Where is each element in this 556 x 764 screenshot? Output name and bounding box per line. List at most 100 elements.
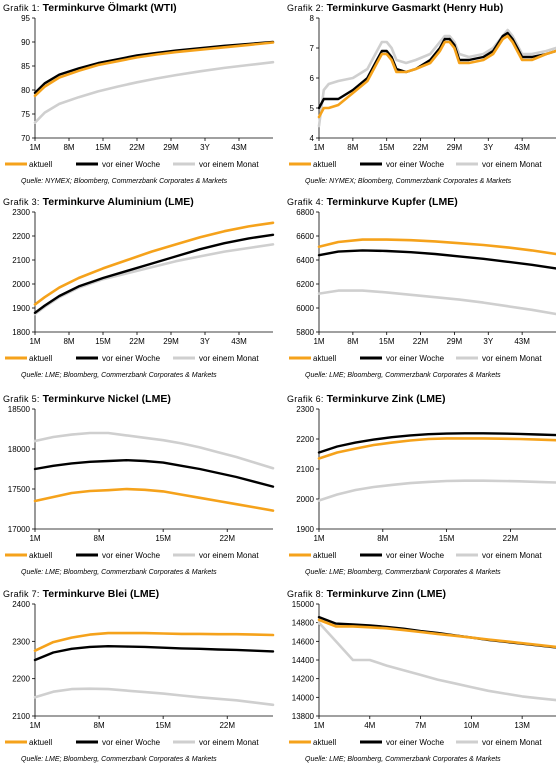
- x-tick-label: 22M: [129, 337, 145, 346]
- x-tick-label: 1M: [29, 337, 40, 346]
- x-tick-label: 43M: [514, 143, 530, 152]
- x-tick-label: 29M: [163, 337, 179, 346]
- x-tick-label: 1M: [313, 721, 324, 730]
- x-tick-label: 29M: [447, 143, 463, 152]
- y-tick-label: 6000: [296, 304, 314, 313]
- chart-svg: 17000 17500 18000 18500 1M 8M 15M 22M aktuell vor…: [5, 405, 275, 560]
- chart-source: Quelle: LME; Bloomberg, Commerzbank Corp…: [21, 372, 217, 379]
- chart-title-name: Terminkurve Zinn (LME): [326, 588, 447, 600]
- legend-label: aktuell: [29, 160, 52, 169]
- chart-svg: 70 75 80 85 90 95 1M 8M 15M 22M 29M 3Y 43M aktuell vor…: [5, 14, 275, 169]
- x-tick-label: 22M: [219, 534, 235, 543]
- chart-title-name: Terminkurve Ölmarkt (WTI): [42, 2, 177, 14]
- chart-title: Grafik 5: Terminkurve Nickel (LME): [3, 393, 171, 405]
- legend-label: vor einem Monat: [199, 354, 259, 363]
- legend-label: aktuell: [313, 551, 336, 560]
- legend-label: vor einer Woche: [102, 354, 161, 363]
- legend-label: vor einer Woche: [386, 738, 445, 747]
- y-tick-label: 1900: [296, 525, 314, 534]
- series-line-vor-einer-woche: [317, 31, 556, 110]
- x-tick-label: 22M: [503, 534, 519, 543]
- y-tick-label: 17000: [8, 525, 31, 534]
- series-line-vor-einer-woche: [33, 233, 275, 315]
- x-tick-label: 8M: [94, 534, 105, 543]
- chart-title: Grafik 7: Terminkurve Blei (LME): [3, 588, 159, 600]
- chart-svg: 2100 2200 2300 2400 1M 8M 15M 22M aktuell vor ein…: [5, 600, 275, 747]
- chart-svg: 4 5 6 7 8 1M 8M 15M 22M 29M 3Y 43M aktuell vor einer …: [289, 14, 556, 169]
- y-tick-label: 2000: [12, 280, 30, 289]
- y-tick-label: 70: [21, 134, 30, 143]
- y-tick-label: 2300: [296, 405, 314, 414]
- y-tick-label: 85: [21, 62, 30, 71]
- x-tick-label: 8M: [94, 721, 105, 730]
- legend-label: aktuell: [29, 354, 52, 363]
- y-tick-label: 18000: [8, 445, 31, 454]
- chart-title-name: Terminkurve Nickel (LME): [42, 393, 171, 405]
- x-tick-label: 4M: [364, 721, 375, 730]
- chart-panel-tin: Grafik 8: Terminkurve Zinn (LME) 13800 140…: [287, 588, 556, 764]
- legend-label: aktuell: [313, 354, 336, 363]
- legend-label: vor einem Monat: [482, 354, 542, 363]
- y-tick-label: 2200: [12, 232, 30, 241]
- series-line-aktuell: [317, 34, 556, 119]
- series-line-vor-einer-woche: [317, 249, 556, 270]
- y-tick-label: 1900: [12, 304, 30, 313]
- x-tick-label: 22M: [413, 337, 429, 346]
- x-tick-label: 8M: [63, 337, 74, 346]
- series-line-vor-einem-monat: [317, 28, 556, 128]
- chart-title: Grafik 8: Terminkurve Zinn (LME): [287, 588, 446, 600]
- x-tick-label: 22M: [219, 721, 235, 730]
- legend-label: vor einer Woche: [102, 551, 161, 560]
- y-tick-label: 2000: [296, 495, 314, 504]
- x-tick-label: 1M: [29, 534, 40, 543]
- x-tick-label: 1M: [29, 143, 40, 152]
- legend-label: vor einem Monat: [482, 738, 542, 747]
- chart-title-name: Terminkurve Gasmarkt (Henry Hub): [326, 2, 504, 14]
- x-tick-label: 3Y: [483, 337, 493, 346]
- y-tick-label: 2100: [12, 712, 30, 721]
- chart-title: Grafik 1: Terminkurve Ölmarkt (WTI): [3, 2, 177, 14]
- x-tick-label: 8M: [63, 143, 74, 152]
- chart-source: Quelle: LME; Bloomberg, Commerzbank Corp…: [21, 569, 217, 576]
- series-line-aktuell: [317, 437, 556, 460]
- chart-svg: 13800 14000 14200 14400 14600 14800 15000 1M 4M 7…: [289, 600, 556, 747]
- y-tick-label: 1800: [12, 328, 30, 337]
- series-line-vor-einem-monat: [33, 243, 275, 316]
- x-tick-label: 8M: [377, 534, 388, 543]
- y-tick-label: 2400: [12, 600, 30, 609]
- series-line-aktuell: [33, 221, 275, 306]
- series-line-aktuell: [317, 618, 556, 649]
- chart-panel-lead: Grafik 7: Terminkurve Blei (LME) 2100 2200…: [3, 588, 275, 764]
- x-tick-label: 1M: [313, 143, 324, 152]
- series-line-vor-einem-monat: [33, 60, 275, 124]
- legend-label: aktuell: [313, 160, 336, 169]
- y-tick-label: 6: [310, 74, 315, 83]
- y-tick-label: 8: [310, 14, 315, 23]
- y-tick-label: 5: [310, 104, 315, 113]
- series-line-vor-einem-monat: [317, 289, 556, 316]
- chart-title-prefix: Grafik 4:: [287, 197, 324, 207]
- series-line-aktuell: [33, 631, 275, 653]
- chart-panel-oil: Grafik 1: Terminkurve Ölmarkt (WTI) 70 75 8…: [3, 2, 275, 186]
- chart-svg: 5800 6000 6200 6400 6600 6800 1M 8M 15M 22M 29M 3Y 4…: [289, 208, 556, 363]
- x-tick-label: 10M: [464, 721, 480, 730]
- y-tick-label: 7: [310, 44, 315, 53]
- x-tick-label: 15M: [95, 143, 111, 152]
- x-tick-label: 22M: [413, 143, 429, 152]
- series-line-vor-einer-woche: [33, 458, 275, 488]
- y-tick-label: 6400: [296, 256, 314, 265]
- legend-label: vor einem Monat: [482, 551, 542, 560]
- x-tick-label: 15M: [155, 534, 171, 543]
- y-tick-label: 2100: [12, 256, 30, 265]
- legend-label: vor einem Monat: [199, 160, 259, 169]
- x-tick-label: 3Y: [200, 143, 210, 152]
- y-tick-label: 80: [21, 86, 30, 95]
- chart-title: Grafik 2: Terminkurve Gasmarkt (Henry Hu…: [287, 2, 503, 14]
- series-line-vor-einem-monat: [33, 431, 275, 470]
- x-tick-label: 15M: [155, 721, 171, 730]
- y-tick-label: 13800: [292, 712, 315, 721]
- y-tick-label: 6800: [296, 208, 314, 217]
- legend-label: aktuell: [29, 551, 52, 560]
- chart-source: Quelle: LME; Bloomberg, Commerzbank Corp…: [305, 372, 501, 379]
